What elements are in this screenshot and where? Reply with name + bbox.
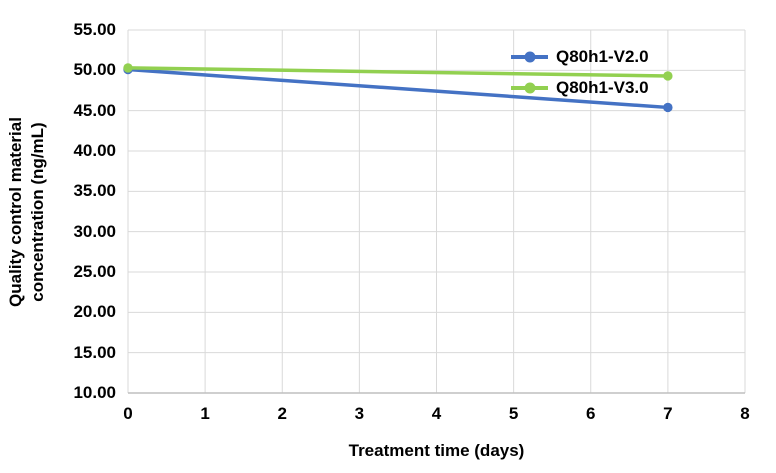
legend-item-q80h1-v2: Q80h1-V2.0 xyxy=(511,46,649,68)
x-tick-label: 6 xyxy=(586,404,596,423)
y-tick-label: 20.00 xyxy=(73,302,116,322)
legend-label: Q80h1-V3.0 xyxy=(556,78,649,97)
x-tick-label: 4 xyxy=(431,404,442,423)
series-line-q80h1-v3.0 xyxy=(127,66,668,78)
series-line-q80h1-v2.0 xyxy=(127,67,668,110)
y-axis-title: Quality control material concentration (… xyxy=(5,12,51,412)
legend-item-q80h1-v3: Q80h1-V3.0 xyxy=(511,77,649,99)
x-tick-label: 1 xyxy=(200,404,210,423)
legend-line-marker-icon xyxy=(511,51,548,63)
x-tick-label: 8 xyxy=(740,404,750,423)
y-tick-label: 55.00 xyxy=(73,20,116,39)
y-tick-label: 10.00 xyxy=(73,383,116,402)
legend-dot-icon xyxy=(524,51,535,63)
y-tick-label: 30.00 xyxy=(73,221,116,241)
legend-dot-icon xyxy=(524,82,535,94)
legend-label: Q80h1-V2.0 xyxy=(556,47,649,66)
x-tick-label: 7 xyxy=(663,404,673,423)
y-tick-label: 50.00 xyxy=(73,60,116,80)
y-axis-title-line2: concentration (ng/mL) xyxy=(28,122,47,302)
y-tick-label: 35.00 xyxy=(73,181,116,201)
y-tick-label: 40.00 xyxy=(73,141,116,160)
x-axis-title: Treatment time (days) xyxy=(348,441,525,460)
x-tick-label: 3 xyxy=(354,404,365,423)
data-point-marker-q80h1-v3.0 xyxy=(123,63,133,73)
data-point-marker-q80h1-v3.0 xyxy=(663,71,673,81)
y-tick-label: 15.00 xyxy=(73,342,116,362)
data-point-marker-q80h1-v2.0 xyxy=(663,102,673,113)
legend: Q80h1-V2.0 Q80h1-V3.0 xyxy=(511,46,649,99)
x-tick-label: 2 xyxy=(277,404,287,423)
y-tick-label: 45.00 xyxy=(73,100,116,120)
x-tick-label: 5 xyxy=(508,404,519,423)
legend-line-marker-icon xyxy=(511,82,548,94)
y-tick-label: 25.00 xyxy=(73,262,116,281)
x-tick-label: 0 xyxy=(123,404,133,423)
y-axis-title-line1: Quality control material xyxy=(6,117,25,307)
